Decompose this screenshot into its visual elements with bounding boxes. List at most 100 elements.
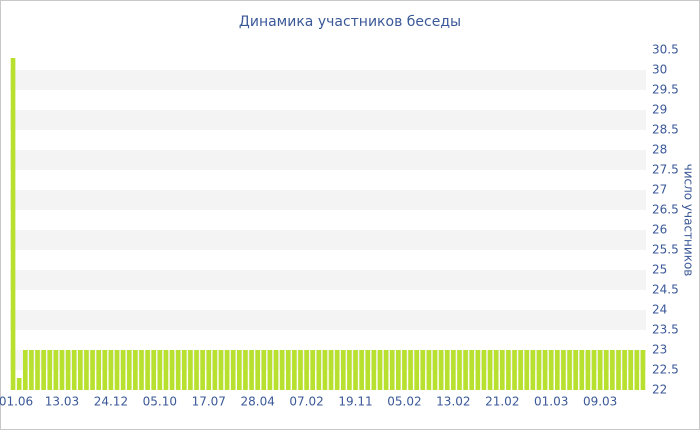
x-tick-label: 17.07: [192, 395, 226, 409]
grid-band: [10, 230, 646, 250]
bar: [512, 350, 517, 390]
bar: [493, 350, 499, 390]
bar: [230, 350, 236, 390]
bar: [145, 350, 150, 390]
y-tick-label: 26.5: [652, 203, 679, 217]
bar: [255, 350, 260, 390]
y-tick-label: 22: [652, 383, 667, 397]
bar: [555, 350, 560, 390]
bar: [420, 350, 426, 390]
bar: [487, 350, 493, 390]
chart-title: Динамика участников беседы: [239, 14, 461, 30]
y-tick-label: 22.5: [652, 363, 679, 377]
bar: [414, 350, 419, 390]
bar: [35, 350, 40, 390]
grid-band: [10, 270, 646, 290]
bar: [334, 350, 340, 390]
y-tick-label: 28.5: [652, 123, 679, 137]
bar: [616, 350, 621, 390]
x-tick-label: 05.02: [387, 395, 421, 409]
y-axis-label: число участников: [682, 164, 696, 277]
bar: [408, 350, 413, 390]
grid-band: [10, 150, 646, 170]
bar: [444, 350, 450, 390]
bar: [16, 378, 22, 390]
grid-band: [10, 350, 646, 370]
bar: [481, 350, 487, 390]
bar: [29, 350, 34, 390]
bar: [175, 350, 181, 390]
bar: [194, 350, 199, 390]
bar: [426, 350, 432, 390]
bar: [84, 350, 89, 390]
y-tick-label: 23: [652, 343, 667, 357]
x-tick-label: 19.11: [338, 395, 372, 409]
bar: [499, 350, 505, 390]
y-tick-label: 30: [652, 63, 667, 77]
bar: [536, 350, 542, 390]
bar: [102, 350, 108, 390]
bar: [573, 350, 578, 390]
bar: [597, 350, 603, 390]
bar: [469, 350, 475, 390]
bar: [524, 350, 530, 390]
bar: [530, 350, 536, 390]
bar: [371, 350, 377, 390]
bar: [347, 350, 352, 390]
bar: [389, 350, 395, 390]
bar: [218, 350, 224, 390]
bar: [340, 350, 346, 390]
bar: [359, 350, 364, 390]
y-tick-label: 27: [652, 183, 667, 197]
y-tick-label: 26: [652, 223, 667, 237]
x-tick-label: 07.02: [289, 395, 323, 409]
bar: [457, 350, 462, 390]
bar: [353, 350, 358, 390]
bar: [279, 350, 285, 390]
bar: [163, 350, 169, 390]
bar: [151, 350, 157, 390]
bar: [585, 350, 591, 390]
bar: [396, 350, 401, 390]
bar: [322, 350, 328, 390]
bar: [451, 350, 456, 390]
bar: [285, 350, 291, 390]
x-tick-label: 01.06: [0, 395, 33, 409]
bar: [224, 350, 230, 390]
bar: [328, 350, 334, 390]
x-tick-label: 28.04: [240, 395, 274, 409]
bar: [78, 350, 83, 390]
bar: [10, 58, 16, 390]
bar: [126, 350, 132, 390]
bar: [402, 350, 407, 390]
bar: [243, 350, 248, 390]
bar: [267, 350, 273, 390]
bar: [298, 350, 303, 390]
bar: [188, 350, 193, 390]
bar: [628, 350, 634, 390]
bar: [432, 350, 438, 390]
bar: [475, 350, 481, 390]
bar: [622, 350, 627, 390]
bar: [383, 350, 389, 390]
y-tick-label: 24.5: [652, 283, 679, 297]
grid-band: [10, 70, 646, 90]
bar: [157, 350, 163, 390]
x-tick-label: 09.03: [583, 395, 617, 409]
x-tick-label: 21.02: [485, 395, 519, 409]
bar: [139, 350, 144, 390]
bar: [591, 350, 597, 390]
bar: [640, 350, 646, 390]
bar: [249, 350, 254, 390]
x-tick-label: 13.03: [45, 395, 79, 409]
bar: [200, 350, 205, 390]
bar: [261, 350, 267, 390]
bar: [108, 350, 114, 390]
y-tick-label: 24: [652, 303, 667, 317]
y-tick-label: 29.5: [652, 83, 679, 97]
bar: [567, 350, 572, 390]
bar: [518, 350, 523, 390]
bar: [53, 350, 59, 390]
bar: [90, 350, 95, 390]
